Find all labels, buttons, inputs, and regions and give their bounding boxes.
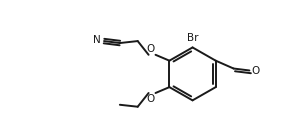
Text: Br: Br: [187, 33, 198, 43]
Text: O: O: [146, 44, 154, 54]
Text: O: O: [251, 67, 260, 76]
Text: O: O: [146, 94, 154, 104]
Text: N: N: [93, 35, 101, 45]
